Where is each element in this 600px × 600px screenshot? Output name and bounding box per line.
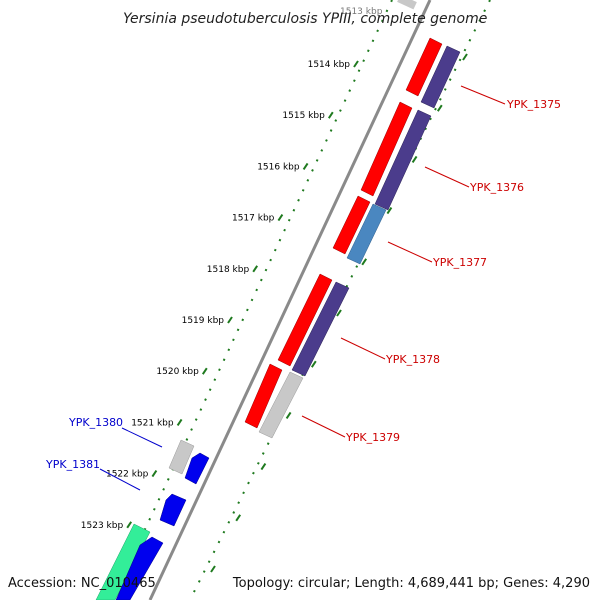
tick-mark <box>227 316 233 324</box>
cds-ypk-1377 <box>332 195 371 255</box>
tick-mark-outer <box>235 514 242 522</box>
cds-ypk-1375 <box>405 37 443 97</box>
feature-group <box>95 0 461 600</box>
tick-label: 1520 kbp <box>156 367 199 377</box>
genome-summary-text: Topology: circular; Length: 4,689,441 bp… <box>232 576 590 591</box>
tick-mark-outer <box>285 411 292 419</box>
gene-label-ypk-1375[interactable]: YPK_1375 <box>506 98 561 111</box>
teal-feature-bottom <box>95 523 151 600</box>
tick-mark <box>353 60 359 68</box>
gene-label-ypk-1380[interactable]: YPK_1380 <box>68 416 123 429</box>
tick-mark-outer <box>260 463 267 471</box>
tick-mark <box>126 521 133 529</box>
blue-ypk-1380 <box>184 452 210 485</box>
steel-ypk-1377 <box>346 203 387 265</box>
tick-mark <box>327 111 334 119</box>
cds-ypk-1378 <box>277 273 333 367</box>
tick-mark <box>277 214 284 222</box>
blue-feature-bottom <box>115 536 164 600</box>
tick-label: 1515 kbp <box>282 111 325 121</box>
gene-label-ypk-1378[interactable]: YPK_1378 <box>385 353 440 366</box>
map-title: Yersinia pseudotuberculosis YPIII, compl… <box>123 11 487 27</box>
tick-label: 1522 kbp <box>106 470 149 480</box>
gray-ypk-1379 <box>258 371 304 439</box>
orf-ypk-1376 <box>374 109 432 211</box>
tick-label: 1518 kbp <box>207 265 250 275</box>
dotted-ring-outer <box>189 0 491 600</box>
orf-ypk-1375 <box>420 45 461 109</box>
cds-ypk-1376 <box>360 101 413 197</box>
tick-label-partial: 1513 kbp <box>340 7 383 17</box>
tick-label: 1517 kbp <box>232 214 275 224</box>
tick-label: 1521 kbp <box>131 418 174 428</box>
tick-mark-outer <box>411 155 418 163</box>
tick-mark <box>302 162 309 170</box>
tick-mark-outer <box>336 309 342 317</box>
tick-mark-outer <box>436 104 443 112</box>
tick-group: 1514 kbp 1515 kbp 1516 kbp 1517 kbp 1518 kbp… <box>81 53 468 573</box>
gray-feature-top <box>397 0 417 10</box>
tick-mark <box>151 470 158 478</box>
gene-label-ypk-1376[interactable]: YPK_1376 <box>469 181 524 194</box>
tick-mark <box>201 367 208 375</box>
gray-ypk-1380 <box>168 439 195 475</box>
cds-ypk-1379 <box>244 363 283 429</box>
leader-lines <box>99 85 506 491</box>
tick-label: 1516 kbp <box>257 162 300 172</box>
tick-mark <box>176 418 183 426</box>
accession-text: Accession: NC_010465 <box>8 576 156 591</box>
genome-backbone <box>148 0 432 600</box>
tick-mark <box>252 265 259 273</box>
tick-mark-outer <box>462 53 468 61</box>
orf-ypk-1378 <box>291 281 350 377</box>
tick-mark-outer <box>386 207 393 215</box>
blue-ypk-1381 <box>159 493 187 527</box>
tick-label: 1523 kbp <box>81 521 124 531</box>
tick-label: 1519 kbp <box>182 316 225 326</box>
tick-label: 1514 kbp <box>308 60 351 70</box>
gene-labels: YPK_1375 YPK_1376 YPK_1377 YPK_1378 YPK_… <box>45 98 561 471</box>
tick-mark-outer <box>310 360 317 368</box>
tick-mark-outer <box>210 565 216 573</box>
tick-mark-outer <box>361 258 368 266</box>
dotted-ring-inner <box>111 0 393 600</box>
gene-label-ypk-1381[interactable]: YPK_1381 <box>45 458 100 471</box>
gene-label-ypk-1377[interactable]: YPK_1377 <box>432 256 487 269</box>
gene-label-ypk-1379[interactable]: YPK_1379 <box>345 431 400 444</box>
